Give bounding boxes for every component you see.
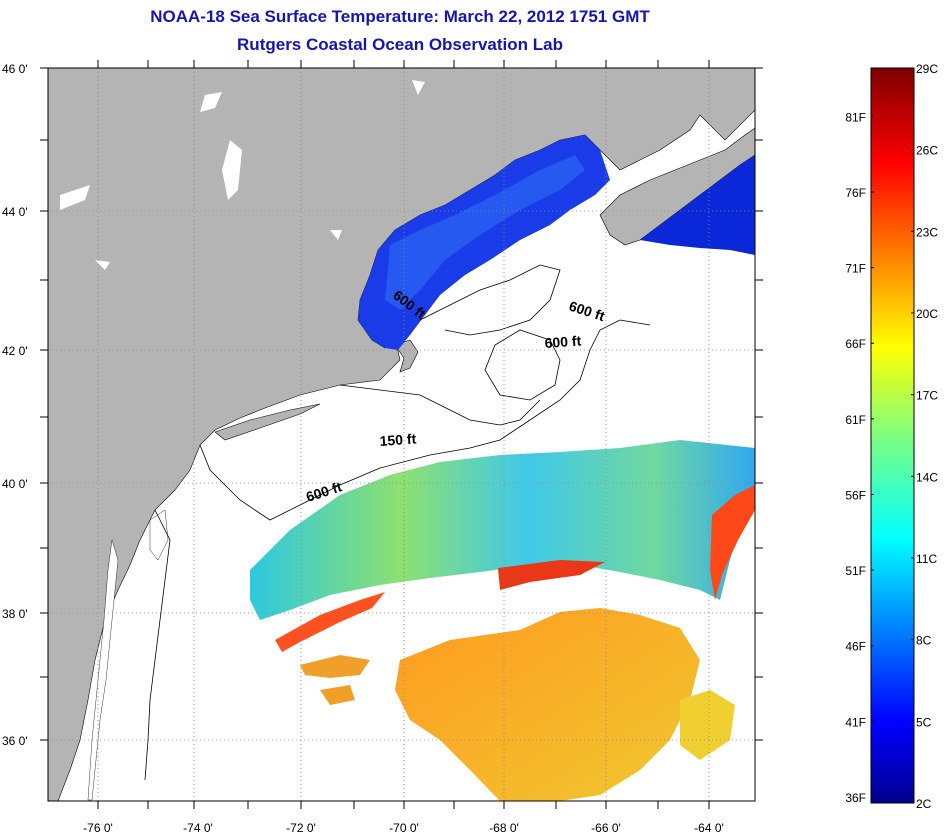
colorbar-celsius-label: 11C — [916, 552, 937, 566]
lat-tick-label: 46 0' — [2, 62, 28, 76]
lon-tick-label: -74 0' — [183, 821, 213, 835]
colorbar-fahrenheit-label: 41F — [845, 715, 866, 729]
contour-label: 150 ft — [379, 430, 417, 449]
colorbar-celsius-label: 17C — [916, 389, 938, 403]
longitude-axis: -76 0' -74 0' -72 0' -70 0' -68 0' -66 0… — [83, 821, 724, 835]
lon-tick-label: -76 0' — [83, 821, 113, 835]
lon-tick-label: -68 0' — [489, 821, 519, 835]
colorbar-fahrenheit-label: 51F — [845, 564, 866, 578]
colorbar-celsius-label: 2C — [916, 797, 932, 811]
bathymetry-contours — [144, 264, 651, 781]
colorbar-fahrenheit-label: 56F — [845, 488, 866, 502]
lat-tick-label: 38 0' — [2, 607, 28, 621]
colorbar-celsius-label: 26C — [916, 144, 938, 158]
colorbar-fahrenheit-label: 81F — [845, 110, 866, 124]
lon-tick-label: -72 0' — [286, 821, 316, 835]
map-subtitle: Rutgers Coastal Ocean Observation Lab — [237, 35, 563, 54]
colorbar-fahrenheit-label: 36F — [845, 791, 866, 805]
colorbar-celsius-label: 5C — [916, 715, 932, 729]
lon-tick-label: -64 0' — [694, 821, 724, 835]
land-bays — [87, 509, 169, 801]
colorbar-fahrenheit-label: 61F — [845, 413, 866, 427]
colorbar-celsius-label: 20C — [916, 307, 938, 321]
colorbar-celsius-label: 14C — [916, 470, 938, 484]
temperature-colorbar: 29C 26C 23C 20C 17C 14C 11C 8C 5C 2C 81F 76F 71F 66F 6… — [845, 62, 938, 811]
sst-offshore-warm-2 — [300, 655, 370, 705]
colorbar-fahrenheit-label: 76F — [845, 186, 866, 200]
sst-scotian-shelf — [640, 155, 755, 255]
lon-tick-label: -66 0' — [591, 821, 621, 835]
colorbar-fahrenheit-label: 46F — [845, 640, 866, 654]
axis-ticks — [40, 60, 763, 809]
colorbar-celsius-label: 23C — [916, 225, 938, 239]
sst-warm-streak-1 — [275, 592, 385, 652]
lon-tick-label: -70 0' — [389, 821, 419, 835]
sst-warm-streak-2 — [498, 560, 605, 590]
sst-gulf-of-maine-inner — [385, 155, 585, 310]
colorbar-celsius-label: 29C — [916, 62, 938, 76]
map-title: NOAA-18 Sea Surface Temperature: March 2… — [150, 7, 650, 26]
land-cape-cod — [394, 339, 419, 373]
sst-offshore-warm-3 — [680, 690, 735, 760]
lat-tick-label: 40 0' — [2, 477, 28, 491]
colorbar-celsius-label: 8C — [916, 634, 932, 648]
colorbar-fahrenheit-label: 71F — [845, 262, 866, 276]
sst-offshore-warm — [395, 608, 700, 801]
contour-label: 600 ft — [544, 332, 582, 351]
lat-tick-label: 42 0' — [2, 344, 28, 358]
colorbar-fahrenheit-label: 66F — [845, 337, 866, 351]
colorbar-gradient — [870, 67, 915, 804]
latitude-axis: 46 0' 44 0' 42 0' 40 0' 38 0' 36 0' — [2, 62, 28, 748]
lat-tick-label: 44 0' — [2, 205, 28, 219]
lat-tick-label: 36 0' — [2, 734, 28, 748]
land-long-island — [214, 403, 321, 441]
sst-gulf-stream — [250, 440, 755, 620]
sst-warm-streak-3 — [710, 485, 755, 600]
map-frame — [47, 67, 756, 802]
